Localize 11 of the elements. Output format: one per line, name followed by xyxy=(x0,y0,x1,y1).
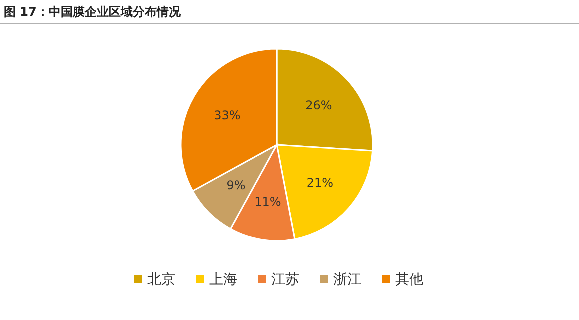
data-label: 21% xyxy=(306,176,334,190)
legend-label: 其他 xyxy=(396,272,424,288)
chart-title: 图 17：中国膜企业区域分布情况 xyxy=(4,5,182,19)
data-label: 9% xyxy=(226,178,246,193)
legend-label: 江苏 xyxy=(272,272,300,288)
data-label: 33% xyxy=(214,108,241,123)
legend-label: 浙江 xyxy=(334,272,362,288)
legend-label: 上海 xyxy=(210,272,238,288)
data-label: 11% xyxy=(254,194,282,209)
data-label: 26% xyxy=(306,98,332,113)
legend-label: 北京 xyxy=(148,272,176,288)
